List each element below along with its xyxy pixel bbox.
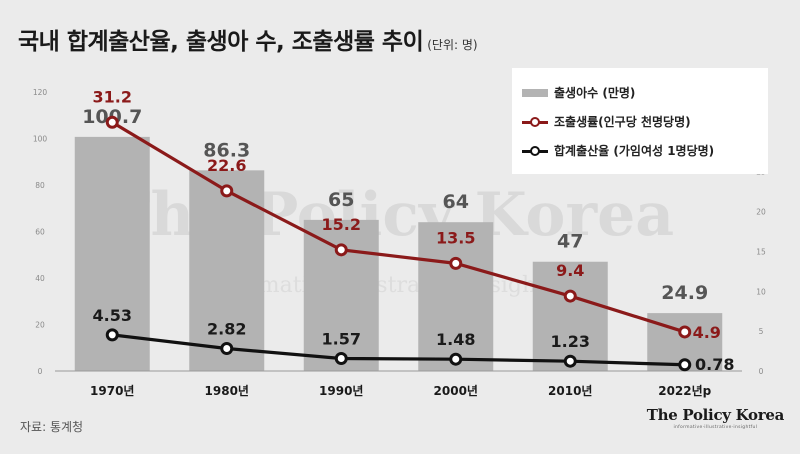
y-right-tick-label: 15 [756,247,766,256]
tfr-label: 1.23 [551,332,590,351]
legend-label-crude-birth-rate: 조출생률(인구당 천명당명) [554,115,691,129]
tfr-label: 4.53 [93,306,132,325]
y-left-tick-label: 40 [35,274,45,283]
brand-name: The Policy Korea [646,406,785,424]
watermark-tagline: informative·illustrative·insightful [206,273,575,298]
crude-birth-rate-point [678,325,692,339]
crude-birth-rate-label: 31.2 [93,87,132,106]
brand-logo: The Policy Korea informative·illustrativ… [646,406,785,430]
crude-birth-rate-point [105,115,119,129]
y-left-tick-label: 20 [35,321,45,330]
tfr-line [112,333,685,367]
bar-value-label: 86.3 [203,139,250,161]
crude-birth-rate-label: 4.9 [693,323,721,342]
tfr-label: 1.57 [322,329,361,348]
unit-label: (단위: 명) [427,38,478,52]
x-tick-label: 1990년 [319,384,363,398]
y-left-tick-label: 80 [35,181,45,190]
y-left-tick-label: 120 [33,88,48,97]
tfr-label: 2.82 [207,320,246,339]
y-right-tick-label: 20 [756,208,766,217]
legend-item-tfr: 합계출산율 (가임여성 1명당명) [522,136,758,165]
chart-title-text: 국내 합계출산율, 출생아 수, 조출생률 추이 [18,29,424,55]
y-left-tick-label: 100 [33,135,48,144]
legend-label-births: 출생아수 (만명) [554,86,636,100]
crude-birth-rate-line [111,120,686,334]
crude-birth-rate-point [563,289,577,303]
x-tick-label: 2022년p [658,384,711,398]
brand-tagline: informative·illustrative·insightful [673,425,758,430]
crude-birth-rate-label: 9.4 [556,261,584,280]
legend: 출생아수 (만명) 조출생률(인구당 천명당명) 합계출산율 (가임여성 1명당… [512,68,768,174]
tfr-point [449,352,463,366]
y-right-tick-label: 0 [759,367,764,376]
bar-value-label: 47 [557,231,583,253]
bar-value-label: 24.9 [661,282,708,304]
crude-birth-rate-point [334,243,348,257]
x-tick-label: 1980년 [205,384,249,398]
legend-item-crude-birth-rate: 조출생률(인구당 천명당명) [522,107,758,136]
legend-item-births: 출생아수 (만명) [522,78,758,107]
y-right-tick-label: 10 [756,287,766,296]
tfr-label: 1.48 [436,330,475,349]
source-note: 자료: 통계청 [20,420,84,434]
tfr-point [220,342,234,356]
x-tick-label: 2000년 [434,384,478,398]
chart-title: 국내 합계출산율, 출생아 수, 조출생률 추이 (단위: 명) [18,22,478,56]
crude-birth-rate-label: 13.5 [436,228,475,247]
tfr-label: 0.78 [695,355,734,374]
legend-tfr-swatch [522,144,548,158]
crude-birth-rate-label: 15.2 [322,215,361,234]
crude-birth-rate-point [220,184,234,198]
crude-birth-rate-label: 22.6 [207,156,246,175]
y-left-tick-label: 60 [35,228,45,237]
x-tick-label: 1970년 [90,384,134,398]
crude-birth-rate-point [449,256,463,270]
bar [532,261,608,371]
tfr-point [334,351,348,365]
x-tick-label: 2010년 [548,384,592,398]
y-right-tick-label: 5 [759,327,764,336]
tfr-point [563,354,577,368]
y-left-tick-label: 0 [38,367,43,376]
bar-value-label: 65 [328,189,354,211]
bar [418,222,494,371]
tfr-point [678,358,692,372]
bar-value-label: 64 [443,191,469,213]
legend-bar-swatch [522,88,548,97]
tfr-point [105,328,119,342]
legend-crude-swatch [522,115,548,129]
legend-label-tfr: 합계출산율 (가임여성 1명당명) [554,144,715,158]
bar [189,170,265,371]
